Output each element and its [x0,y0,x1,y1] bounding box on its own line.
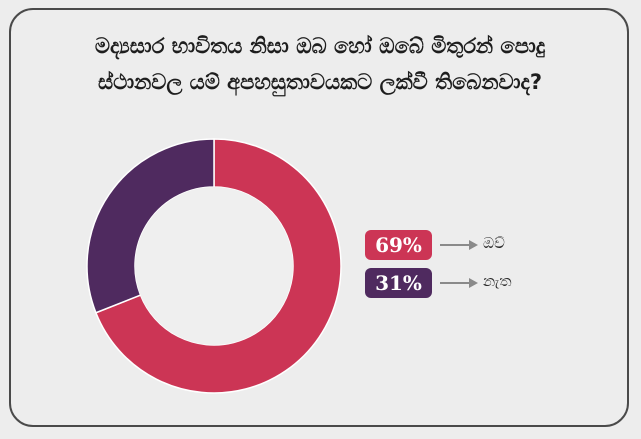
arrow-right-icon [440,240,478,250]
chart-title-line-2: ස්ථානවල යම් අපහසුතාවයකට ලක්වී තිබෙනවාද? [97,70,543,94]
legend-value-no: 31% [365,268,432,298]
chart-title-line-1: මද්‍යසාර භාවිතය නිසා ඔබ හෝ ඔබේ මිතුරන් ප… [94,34,546,58]
donut-hole [135,187,293,345]
arrow-right-icon [440,278,478,288]
legend-value-yes: 69% [365,230,432,260]
legend-label-no: නැත [483,272,512,290]
chart-title: මද්‍යසාර භාවිතය නිසා ඔබ හෝ ඔබේ මිතුරන් ප… [20,28,620,100]
legend-label-yes: ඔව් [483,234,505,252]
